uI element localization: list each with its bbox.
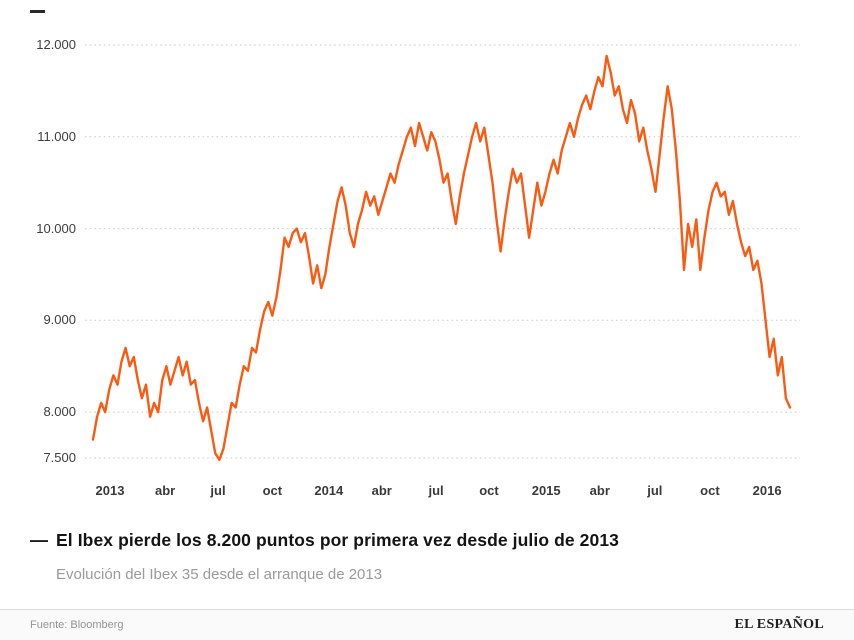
x-tick-label: 2015 <box>531 483 561 498</box>
brand-logo: EL ESPAÑOL <box>734 617 824 632</box>
y-tick-label: 12.000 <box>36 37 76 52</box>
chart-title: El Ibex pierde los 8.200 puntos por prim… <box>56 530 620 550</box>
x-tick-label: jul <box>647 483 663 498</box>
ibex-series-line <box>91 54 792 461</box>
x-tick-label: oct <box>262 483 283 498</box>
x-tick-label: jul <box>428 483 444 498</box>
chart-caption: — El Ibex pierde los 8.200 puntos por pr… <box>30 529 824 583</box>
ibex-line-chart: 12.000 11.000 10.000 9.000 8.000 7.500 2013 ab… <box>36 37 800 498</box>
ibex-line-svg <box>85 44 800 461</box>
x-tick-label: abr <box>154 483 176 498</box>
x-tick-label: 2014 <box>314 483 344 498</box>
chart-subtitle: Evolución del Ibex 35 desde el arranque … <box>56 566 383 583</box>
x-tick-label: 2016 <box>752 483 782 498</box>
x-tick-label: abr <box>589 483 610 498</box>
x-tick-label: oct <box>700 483 720 498</box>
x-tick-label: jul <box>210 483 226 498</box>
y-tick-label: 8.000 <box>43 404 76 420</box>
caption-dash: — <box>30 530 48 550</box>
x-tick-label: abr <box>371 483 392 498</box>
chart-title-row: — El Ibex pierde los 8.200 puntos por pr… <box>30 529 824 551</box>
y-tick-label: 9.000 <box>43 312 76 328</box>
y-tick-label: 11.000 <box>37 128 76 144</box>
top-left-tick <box>30 10 45 13</box>
source-label: Fuente: Bloomberg <box>30 619 124 631</box>
footer: Fuente: Bloomberg EL ESPAÑOL <box>0 609 854 640</box>
y-tick-label: 10.000 <box>36 220 76 236</box>
x-tick-label: oct <box>479 483 499 498</box>
x-tick-label: 2013 <box>95 483 125 498</box>
y-tick-label: 7.500 <box>43 450 76 465</box>
